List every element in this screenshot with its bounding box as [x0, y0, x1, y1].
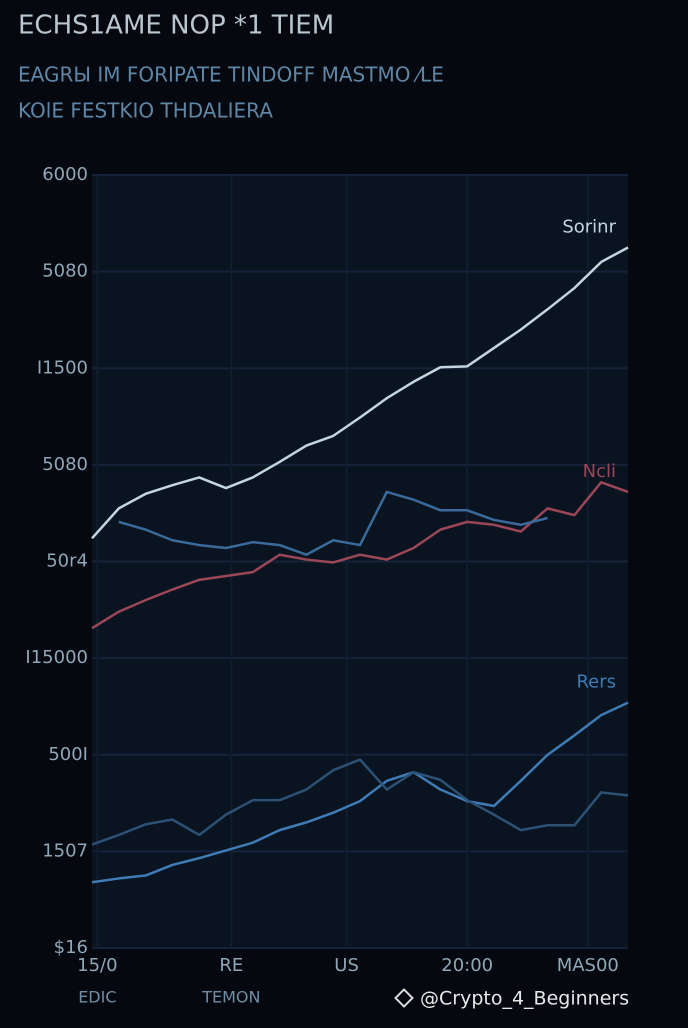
watermark: @Crypto_4_Beginners [394, 988, 629, 1010]
x-tick-label: 15/0 [77, 955, 117, 976]
y-tick-label: 5080 [42, 454, 88, 475]
subtitle: KOlE FESTKIO THDALIERA [18, 99, 273, 123]
series-label: Ncli [583, 461, 616, 482]
chart-title: ECHS1AME NOP *1 TIEM [18, 11, 334, 41]
y-tick-label: 5080 [42, 261, 88, 282]
watermark-icon [394, 988, 414, 1008]
line [91, 758, 629, 846]
series-label: Rers [576, 672, 616, 693]
y-tick-label: I1500 [37, 357, 88, 378]
y-tick-label: I15000 [25, 647, 88, 668]
y-tick-label: 6000 [42, 164, 88, 185]
x-tick-label: RE [219, 955, 243, 976]
subtitle: EAGRЫ IM FORIPATE TINDOFF MASTMO ⁄LE [18, 63, 444, 87]
x-label-second-row: TEMON [201, 988, 260, 1007]
line [91, 701, 629, 884]
line [91, 246, 629, 540]
x-tick-label: US [334, 955, 359, 976]
line [118, 490, 548, 556]
x-label-second-row: EDIC [78, 988, 116, 1007]
y-tick-label: $16 [54, 937, 88, 958]
watermark-text: @Crypto_4_Beginners [420, 988, 629, 1010]
y-tick-label: 50r4 [46, 551, 88, 572]
y-tick-label: 1507 [42, 840, 88, 861]
series-label: Sorinr [562, 216, 616, 237]
x-tick-label: 20:00 [441, 955, 493, 976]
x-tick-label: MAS00 [557, 955, 619, 976]
y-tick-label: 500I [48, 744, 88, 765]
line [91, 481, 629, 630]
